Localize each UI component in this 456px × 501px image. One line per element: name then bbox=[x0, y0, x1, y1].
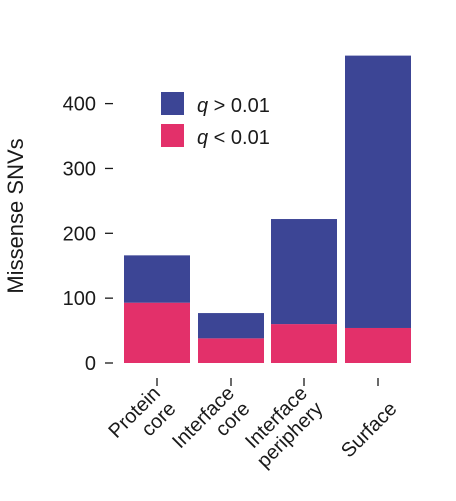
legend-swatch-1 bbox=[161, 124, 184, 147]
y-axis-title: Missense SNVs bbox=[3, 138, 28, 293]
legend-symbol-0: q bbox=[197, 95, 208, 117]
y-tick-label-3: 300 bbox=[63, 158, 96, 180]
x-tick-label-1: Interfacecore bbox=[168, 382, 254, 468]
legend-swatch-0 bbox=[161, 92, 184, 115]
bar-0-series-1 bbox=[124, 255, 190, 303]
y-axis: 0 100 200 300 400 bbox=[63, 94, 113, 375]
legend-label-0: q > 0.01 bbox=[197, 95, 270, 117]
bars bbox=[124, 55, 411, 363]
bar-1-series-0 bbox=[198, 338, 264, 363]
bar-2-series-1 bbox=[271, 219, 337, 325]
x-tick-label-3: Surface bbox=[337, 398, 401, 462]
bar-3-series-1 bbox=[345, 55, 411, 328]
bar-2-series-0 bbox=[271, 324, 337, 363]
y-tick-label-2: 200 bbox=[63, 223, 96, 245]
x-tick-label-3-line-0: Surface bbox=[337, 398, 401, 462]
legend: q > 0.01q < 0.01 bbox=[161, 92, 270, 149]
legend-symbol-1: q bbox=[197, 127, 208, 149]
legend-comparison-0: > 0.01 bbox=[208, 95, 270, 117]
x-axis: ProteincoreInterfacecoreInterfaceperiphe… bbox=[105, 378, 401, 472]
y-tick-label-4: 400 bbox=[63, 94, 96, 116]
bar-0-series-0 bbox=[124, 302, 190, 363]
legend-comparison-1: < 0.01 bbox=[208, 127, 270, 149]
bar-3-series-0 bbox=[345, 327, 411, 363]
bar-1-series-1 bbox=[198, 313, 264, 339]
legend-label-1: q < 0.01 bbox=[197, 127, 270, 149]
y-tick-label-0: 0 bbox=[85, 353, 96, 375]
x-tick-label-2: Interfaceperiphery bbox=[237, 382, 327, 472]
x-tick-label-0: Proteincore bbox=[105, 382, 181, 458]
y-tick-label-1: 100 bbox=[63, 288, 96, 310]
